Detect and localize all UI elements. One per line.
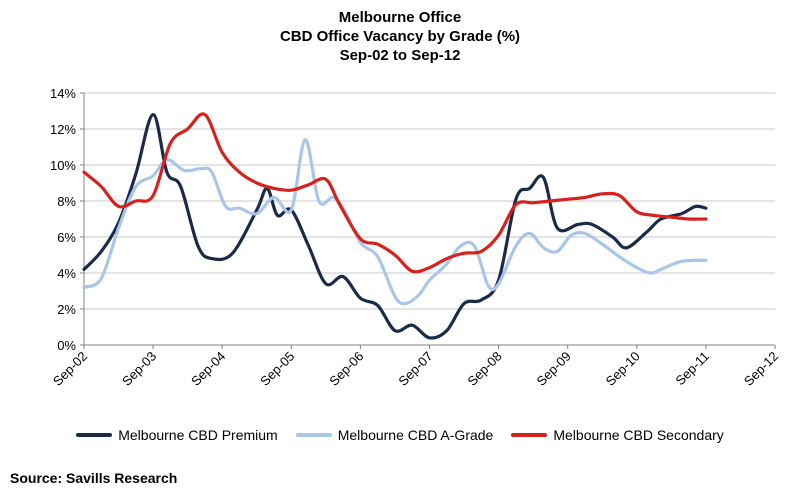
series-line-a-grade [82, 138, 708, 306]
legend: Melbourne CBD Premium Melbourne CBD A-Gr… [0, 424, 800, 446]
y-tick-label: 6% [57, 230, 76, 245]
y-tick-label: 12% [50, 122, 76, 137]
y-tick-label: 4% [57, 266, 76, 281]
x-tick-label: Sep-11 [672, 349, 712, 389]
x-tick-label: Sep-07 [395, 349, 435, 389]
x-tick-label: Sep-10 [603, 349, 643, 389]
axes [80, 92, 776, 349]
legend-item-premium: Melbourne CBD Premium [76, 427, 278, 443]
gridlines [84, 92, 775, 310]
line-chart: 0%2%4%6%8%10%12%14% Sep-02 Sep-03 Sep-04 Se… [50, 86, 781, 389]
x-tick-label: Sep-05 [257, 349, 297, 389]
legend-label-premium: Melbourne CBD Premium [118, 427, 278, 443]
x-tick-label: Sep-12 [741, 349, 781, 389]
legend-label-secondary: Melbourne CBD Secondary [553, 427, 724, 443]
x-tick-label: Sep-04 [188, 349, 228, 389]
series-lines [82, 112, 708, 340]
y-tick-label: 2% [57, 302, 76, 317]
y-tick-label: 8% [57, 194, 76, 209]
legend-item-secondary: Melbourne CBD Secondary [511, 427, 724, 443]
legend-label-a-grade: Melbourne CBD A-Grade [337, 427, 494, 443]
source-note: Source: Savills Research [10, 470, 178, 486]
legend-swatch-secondary [511, 433, 548, 437]
y-tick-label: 0% [57, 338, 76, 353]
x-tick-label: Sep-02 [50, 349, 90, 389]
x-tick-label: Sep-06 [326, 349, 366, 389]
x-tick-label: Sep-03 [119, 349, 159, 389]
x-axis-ticks: Sep-02 Sep-03 Sep-04 Sep-05 Sep-06 Sep-07 Sep-… [50, 349, 781, 389]
x-tick-label: Sep-09 [534, 349, 574, 389]
legend-swatch-a-grade [295, 433, 332, 437]
y-tick-label: 10% [50, 158, 76, 173]
chart-title-line-1: Melbourne Office [338, 9, 462, 26]
series-line-secondary [82, 112, 708, 274]
legend-swatch-premium [76, 433, 113, 437]
legend-item-a-grade: Melbourne CBD A-Grade [295, 427, 494, 443]
chart-title-line-2: CBD Office Vacancy by Grade (%) [279, 28, 521, 45]
chart-title: Melbourne Office CBD Office Vacancy by G… [0, 8, 800, 65]
series-line-premium [82, 112, 708, 340]
chart-title-line-3: Sep-02 to Sep-12 [339, 47, 461, 64]
y-tick-label: 14% [50, 86, 76, 101]
y-axis-ticks: 0% 2% 4% 6% 8% 10% 12% 14% [50, 86, 76, 353]
x-tick-label: Sep-08 [464, 349, 504, 389]
